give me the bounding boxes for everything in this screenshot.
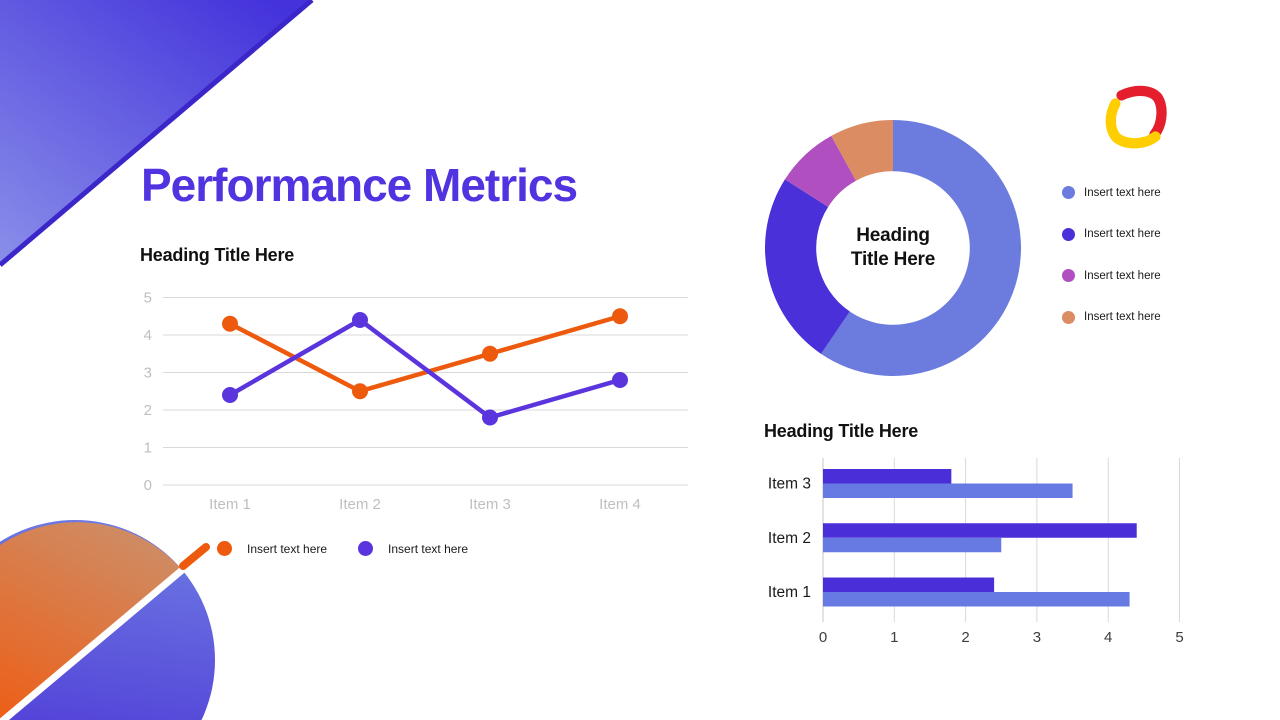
bar-chart: 0 1 2 3 4 5 Item 3 Item 2 Item 1 bbox=[768, 458, 1184, 646]
svg-text:5: 5 bbox=[144, 290, 152, 307]
bar bbox=[823, 523, 1137, 538]
svg-text:3: 3 bbox=[144, 365, 152, 382]
legend-item: Insert text here bbox=[1062, 310, 1161, 325]
svg-text:4: 4 bbox=[1104, 629, 1112, 646]
legend-dot-icon bbox=[1062, 310, 1075, 324]
svg-text:Item 1: Item 1 bbox=[768, 584, 811, 601]
line-chart-heading: Heading Title Here bbox=[140, 245, 295, 265]
bar-chart-heading: Heading Title Here bbox=[764, 421, 919, 441]
line-chart: 0 1 2 3 4 5 Item 1 Item 2 Item 3 Item 4 bbox=[144, 290, 688, 513]
brand-logo-icon bbox=[1105, 85, 1167, 149]
svg-text:0: 0 bbox=[819, 629, 827, 646]
donut-center-line1: Heading bbox=[856, 225, 930, 246]
svg-text:Item 2: Item 2 bbox=[339, 496, 381, 513]
svg-text:1: 1 bbox=[890, 629, 898, 646]
legend-label: Insert text here bbox=[1084, 269, 1161, 282]
bar bbox=[823, 483, 1073, 498]
donut-chart bbox=[765, 120, 1021, 376]
corner-triangle-decoration bbox=[0, 0, 314, 267]
svg-text:Item 3: Item 3 bbox=[768, 476, 811, 493]
svg-text:0: 0 bbox=[144, 477, 152, 494]
corner-circle-decoration bbox=[0, 520, 215, 720]
donut-slice bbox=[765, 179, 850, 354]
svg-text:Item 4: Item 4 bbox=[599, 496, 641, 513]
svg-text:Item 3: Item 3 bbox=[469, 496, 511, 513]
svg-text:Item 2: Item 2 bbox=[768, 530, 811, 547]
svg-text:1: 1 bbox=[144, 440, 152, 457]
legend-label: Insert text here bbox=[247, 541, 328, 556]
donut-center-line2: Title Here bbox=[850, 249, 936, 270]
page-title: Performance Metrics bbox=[141, 159, 578, 211]
legend-label: Insert text here bbox=[1084, 228, 1161, 240]
donut-legend: Insert text here Insert text here Insert… bbox=[1062, 185, 1161, 351]
bar bbox=[823, 592, 1130, 607]
orange-dash-decoration bbox=[179, 543, 210, 570]
donut-slice bbox=[784, 135, 857, 207]
legend-label: Insert text here bbox=[1084, 311, 1161, 323]
legend-item: Insert text here bbox=[1062, 227, 1161, 242]
legend-dot-icon bbox=[1062, 269, 1075, 282]
circle-orange-half bbox=[0, 522, 183, 720]
donut-slice bbox=[831, 120, 893, 181]
legend-label: Insert text here bbox=[1084, 186, 1161, 199]
legend-dot-icon bbox=[217, 541, 232, 556]
bar bbox=[823, 537, 1002, 553]
legend-dot-icon bbox=[1062, 186, 1075, 199]
logo-red-swoosh bbox=[1116, 85, 1167, 140]
legend-item: Insert text here bbox=[1062, 185, 1161, 200]
svg-text:2: 2 bbox=[961, 629, 969, 646]
legend-item: Insert text here bbox=[1062, 268, 1161, 283]
logo-yellow-swoosh bbox=[1105, 98, 1161, 149]
donut-center-heading: Heading Title Here bbox=[793, 224, 993, 272]
donut-slice bbox=[821, 120, 1021, 376]
legend-item: Insert text here bbox=[217, 541, 327, 556]
bar bbox=[823, 577, 995, 592]
svg-text:3: 3 bbox=[1033, 629, 1041, 646]
legend-dot-icon bbox=[358, 541, 374, 556]
legend-item: Insert text here bbox=[358, 541, 468, 556]
legend-dot-icon bbox=[1062, 227, 1075, 241]
svg-text:2: 2 bbox=[144, 402, 152, 419]
svg-text:4: 4 bbox=[144, 327, 152, 344]
legend-label: Insert text here bbox=[388, 541, 469, 556]
line-chart-legend: Insert text here Insert text here bbox=[217, 541, 499, 556]
svg-text:5: 5 bbox=[1175, 629, 1183, 646]
svg-text:Item 1: Item 1 bbox=[209, 496, 251, 513]
bar bbox=[823, 469, 952, 484]
